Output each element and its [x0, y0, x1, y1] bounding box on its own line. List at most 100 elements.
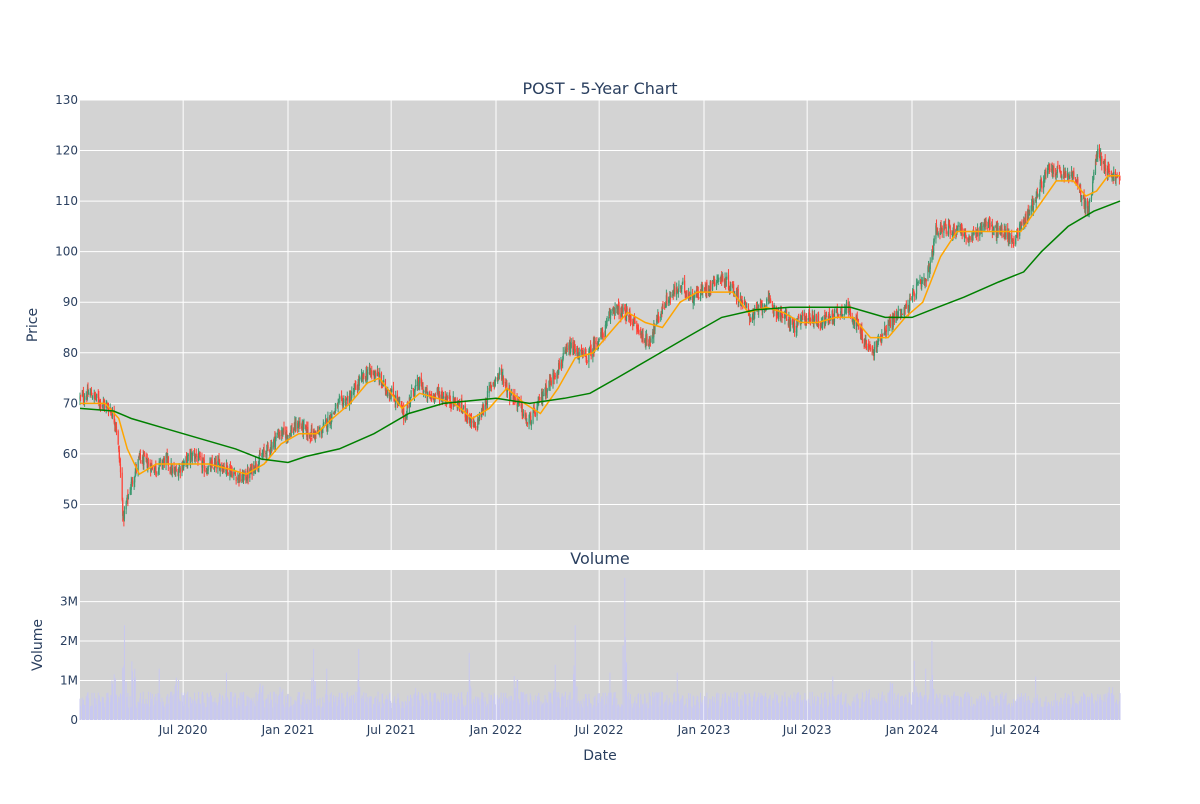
- volume-bar: [904, 696, 906, 720]
- price-candle-body: [837, 314, 840, 316]
- volume-bar: [867, 693, 869, 720]
- volume-bar: [235, 694, 237, 720]
- volume-bar: [98, 700, 100, 720]
- price-candle-body: [737, 288, 739, 303]
- volume-bar: [697, 696, 699, 720]
- price-candle-body: [588, 349, 591, 353]
- volume-bar: [538, 697, 540, 720]
- volume-bar: [668, 697, 670, 720]
- price-candle-body: [1036, 192, 1038, 196]
- volume-bar: [932, 689, 934, 720]
- volume-bar: [909, 703, 911, 720]
- volume-bar: [534, 695, 536, 720]
- volume-bar: [682, 695, 684, 720]
- volume-bar: [786, 706, 788, 720]
- volume-bar: [664, 701, 666, 720]
- volume-bar: [856, 705, 858, 720]
- price-candle-body: [195, 454, 197, 457]
- price-candle-body: [1107, 165, 1109, 176]
- volume-bar: [632, 703, 634, 720]
- volume-bar: [776, 697, 778, 720]
- volume-bar: [123, 665, 125, 720]
- volume-bar: [1097, 694, 1099, 720]
- price-candle-body: [545, 385, 547, 394]
- volume-bar: [929, 694, 931, 720]
- volume-bar: [345, 706, 347, 720]
- volume-bar: [999, 705, 1001, 720]
- volume-bar: [514, 689, 516, 720]
- price-candle-body: [538, 397, 540, 401]
- volume-bar: [1048, 706, 1050, 720]
- volume-bar: [409, 702, 411, 720]
- volume-bar: [574, 676, 576, 720]
- price-candle-body: [295, 421, 297, 430]
- volume-bar: [868, 693, 870, 720]
- volume-bar: [1111, 692, 1113, 720]
- volume-bar: [669, 702, 671, 720]
- volume-bar: [146, 703, 148, 720]
- price-candle-body: [917, 283, 919, 285]
- volume-bar: [953, 694, 955, 720]
- volume-bar: [760, 693, 762, 720]
- volume-bar: [1033, 697, 1035, 720]
- price-candle-body: [817, 313, 820, 323]
- volume-bar: [909, 693, 911, 720]
- price-candle-body: [429, 396, 432, 399]
- volume-bar: [951, 700, 953, 720]
- volume-bar: [600, 696, 602, 720]
- price-candle-body: [388, 391, 391, 397]
- volume-bar: [829, 696, 831, 720]
- volume-bar: [763, 696, 765, 720]
- price-candle-body: [1039, 190, 1041, 197]
- price-candle-body: [367, 371, 369, 375]
- volume-bar: [925, 695, 927, 720]
- price-candle-body: [416, 380, 418, 386]
- volume-bar: [596, 706, 598, 720]
- volume-bar: [302, 707, 304, 720]
- volume-bar: [243, 692, 245, 720]
- volume-bar: [111, 683, 113, 720]
- price-candle-body: [262, 449, 265, 456]
- volume-bar: [477, 698, 479, 720]
- price-candle-body: [1067, 173, 1069, 175]
- volume-bar: [421, 694, 423, 720]
- price-candle-body: [602, 333, 604, 338]
- volume-bar: [877, 703, 879, 720]
- volume-bar: [185, 704, 187, 720]
- volume-bar: [844, 704, 846, 720]
- volume-bar: [592, 705, 594, 720]
- volume-bar: [895, 699, 897, 720]
- x-tick-label: Jan 2021: [261, 723, 315, 737]
- price-candle-body: [593, 340, 596, 353]
- volume-bar: [570, 699, 572, 720]
- volume-bar: [665, 704, 667, 720]
- volume-bar: [637, 694, 639, 720]
- volume-bar: [460, 692, 462, 720]
- price-candle-body: [897, 311, 899, 317]
- price-candle-body: [165, 455, 167, 466]
- volume-bar: [501, 703, 503, 720]
- volume-bar: [879, 700, 881, 720]
- price-candle-body: [807, 318, 809, 320]
- volume-bar: [399, 704, 401, 720]
- volume-bar: [121, 694, 123, 720]
- price-candle-body: [657, 314, 660, 321]
- volume-bar: [781, 706, 783, 720]
- price-candle-body: [1033, 200, 1035, 205]
- price-candle-body: [933, 238, 935, 242]
- price-candle-body: [859, 325, 861, 330]
- volume-bar: [976, 707, 978, 720]
- volume-bar: [161, 697, 163, 720]
- volume-bar: [141, 703, 143, 720]
- price-candle-body: [546, 389, 548, 393]
- volume-bar: [1060, 697, 1062, 720]
- price-candle-body: [673, 289, 675, 295]
- volume-bar: [893, 707, 895, 720]
- volume-bar: [781, 695, 783, 720]
- volume-bar: [139, 692, 141, 720]
- volume-plot-area[interactable]: [80, 570, 1120, 720]
- price-candle-body: [678, 284, 680, 289]
- price-candle-body: [576, 349, 579, 357]
- volume-bar: [342, 703, 344, 720]
- price-candle-body: [504, 381, 506, 383]
